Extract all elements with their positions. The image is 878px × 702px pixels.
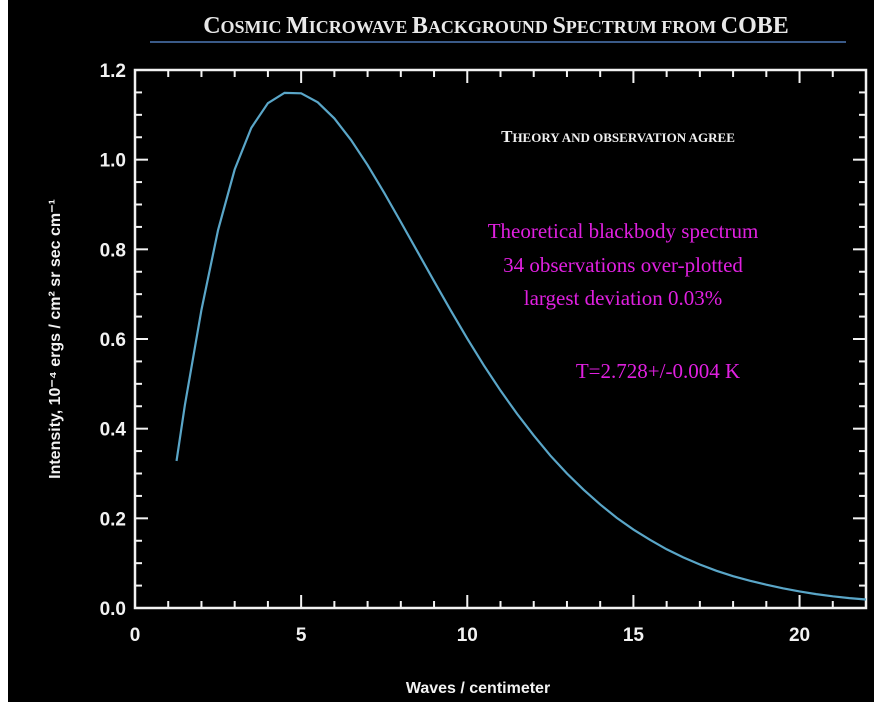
chart-title: COSMIC MICROWAVE BACKGROUND SPECTRUM FRO…: [203, 13, 789, 39]
y-tick-label: 0.2: [100, 509, 126, 530]
chart-frame: COSMIC MICROWAVE BACKGROUND SPECTRUM FRO…: [8, 0, 874, 702]
plot-area: [133, 68, 868, 610]
x-tick-label: 15: [623, 625, 645, 646]
blackbody-curve: [175, 91, 867, 601]
annotation-heading: THEORY AND OBSERVATION AGREE: [501, 127, 735, 146]
annotation-line-1: Theoretical blackbody spectrum: [488, 219, 759, 243]
annotation-line-3: largest deviation 0.03%: [524, 286, 723, 310]
y-tick-label: 1.2: [100, 61, 126, 82]
y-axis-label: Intensity, 10⁻⁴ ergs / cm² sr sec cm⁻¹: [47, 199, 64, 479]
y-tick-label: 0.0: [100, 599, 126, 620]
y-tick-label: 0.4: [100, 420, 127, 441]
y-tick-label: 0.8: [100, 240, 126, 261]
axis-tick-labels: 0 5 10 15 20 0.0 0.2 0.4 0.6 0.8 1.0 1.2: [100, 61, 811, 646]
x-tick-label: 20: [789, 625, 810, 646]
temperature-label: T=2.728+/-0.004 K: [576, 359, 740, 383]
y-tick-label: 0.6: [100, 330, 126, 351]
x-tick-label: 0: [130, 625, 141, 646]
x-axis-label: Waves / centimeter: [406, 680, 550, 697]
axis-ticks: [134, 69, 867, 609]
cmb-spectrum-chart: COSMIC MICROWAVE BACKGROUND SPECTRUM FRO…: [47, 13, 868, 697]
x-tick-label: 10: [457, 625, 478, 646]
y-tick-label: 1.0: [100, 151, 126, 172]
x-tick-label: 5: [296, 625, 307, 646]
annotation-line-2: 34 observations over-plotted: [503, 253, 743, 277]
